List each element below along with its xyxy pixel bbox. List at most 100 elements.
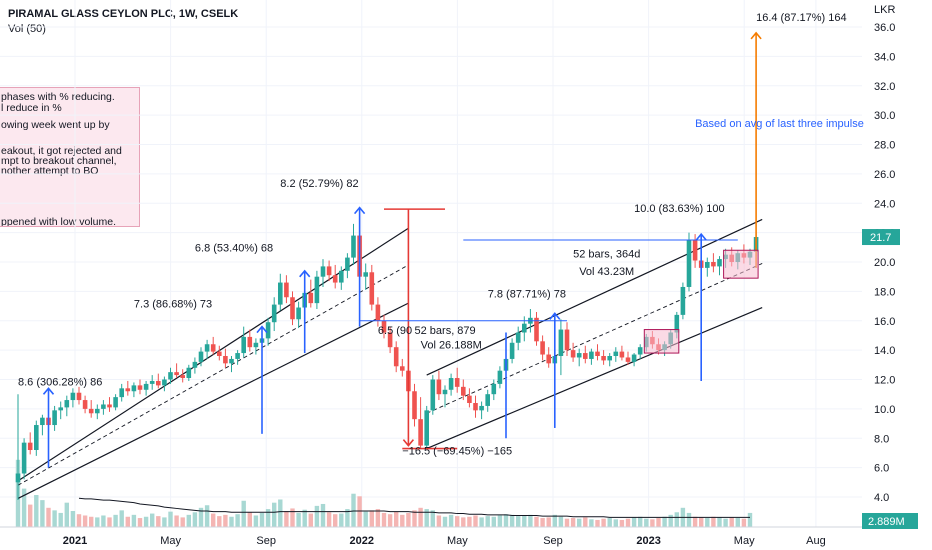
candle-body[interactable]	[192, 361, 198, 368]
candle-body[interactable]	[515, 332, 521, 343]
candle-body[interactable]	[174, 372, 179, 376]
candle-body[interactable]	[143, 383, 149, 390]
candle-body[interactable]	[674, 314, 680, 333]
candle-body[interactable]	[589, 351, 594, 359]
candle-body[interactable]	[198, 351, 204, 362]
channel-line[interactable]	[426, 263, 763, 414]
candle-body[interactable]	[461, 386, 466, 396]
candle-body[interactable]	[607, 356, 612, 361]
candle-body[interactable]	[76, 392, 82, 401]
candle-body[interactable]	[473, 403, 478, 411]
candle-body[interactable]	[570, 350, 576, 358]
candle-body[interactable]	[424, 410, 429, 446]
channel-line[interactable]	[17, 302, 409, 500]
candle-body[interactable]	[442, 389, 448, 395]
candle-body[interactable]	[375, 304, 381, 321]
candle-body[interactable]	[247, 336, 253, 348]
candle-body[interactable]	[210, 344, 216, 352]
candle-body[interactable]	[576, 353, 582, 358]
candle-body[interactable]	[308, 292, 314, 304]
candle-body[interactable]	[686, 239, 692, 287]
candle-body[interactable]	[296, 307, 301, 320]
candle-body[interactable]	[113, 397, 118, 408]
candle-body[interactable]	[326, 266, 332, 276]
candle-body[interactable]	[705, 262, 710, 268]
candle-body[interactable]	[619, 351, 625, 358]
candle-body[interactable]	[625, 357, 631, 362]
candle-body[interactable]	[290, 297, 295, 320]
candle-body[interactable]	[631, 354, 637, 362]
candle-body[interactable]	[637, 347, 643, 355]
candle-body[interactable]	[271, 304, 277, 323]
candle-body[interactable]	[119, 388, 124, 398]
consolidation-box[interactable]	[643, 329, 680, 354]
candle-body[interactable]	[162, 379, 167, 386]
candle-body[interactable]	[204, 344, 210, 352]
candle-body[interactable]	[70, 392, 76, 401]
candle-body[interactable]	[88, 408, 94, 414]
candle-body[interactable]	[491, 383, 497, 395]
candle-body[interactable]	[278, 282, 283, 305]
candle-body[interactable]	[235, 353, 240, 359]
candle-body[interactable]	[332, 275, 338, 283]
candle-body[interactable]	[692, 239, 698, 261]
consolidation-box[interactable]	[723, 249, 759, 279]
candle-body[interactable]	[448, 378, 454, 390]
candle-body[interactable]	[509, 342, 515, 359]
candle-body[interactable]	[534, 317, 539, 342]
candle-body[interactable]	[381, 320, 387, 333]
channel-line[interactable]	[426, 306, 763, 450]
candle-body[interactable]	[253, 342, 259, 348]
candle-body[interactable]	[467, 395, 472, 403]
candle-body[interactable]	[564, 329, 570, 351]
candle-body[interactable]	[613, 351, 619, 356]
candle-body[interactable]	[21, 442, 27, 474]
candle-body[interactable]	[149, 380, 155, 384]
candle-body[interactable]	[711, 262, 716, 267]
candle-body[interactable]	[369, 272, 375, 305]
volume-indicator-label[interactable]: Vol (50)	[8, 23, 46, 35]
candle-body[interactable]	[284, 282, 289, 298]
candle-body[interactable]	[412, 391, 417, 420]
candle-body[interactable]	[229, 358, 234, 364]
candle-body[interactable]	[320, 266, 326, 277]
candle-body[interactable]	[34, 425, 39, 450]
candle-body[interactable]	[595, 351, 600, 356]
candle-body[interactable]	[479, 405, 484, 411]
candle-body[interactable]	[168, 372, 173, 380]
candle-body[interactable]	[717, 259, 722, 267]
candle-body[interactable]	[137, 385, 143, 390]
candle-body[interactable]	[241, 336, 246, 354]
candle-body[interactable]	[125, 388, 131, 392]
candle-body[interactable]	[345, 257, 350, 271]
candle-body[interactable]	[40, 417, 45, 426]
candle-body[interactable]	[430, 379, 436, 411]
candle-body[interactable]	[217, 351, 222, 356]
candle-body[interactable]	[314, 276, 320, 304]
candle-body[interactable]	[436, 379, 442, 395]
candle-body[interactable]	[265, 322, 271, 339]
channel-line[interactable]	[426, 218, 763, 376]
channel-line[interactable]	[17, 264, 409, 486]
candle-body[interactable]	[485, 394, 490, 406]
candle-body[interactable]	[400, 366, 405, 371]
candle-body[interactable]	[601, 356, 606, 361]
candle-body[interactable]	[363, 272, 368, 277]
candle-body[interactable]	[540, 341, 545, 355]
candle-body[interactable]	[82, 400, 88, 409]
candle-body[interactable]	[680, 286, 686, 315]
candle-body[interactable]	[393, 347, 399, 367]
candle-body[interactable]	[52, 410, 57, 426]
candle-body[interactable]	[497, 370, 503, 384]
candle-body[interactable]	[58, 407, 63, 411]
candle-body[interactable]	[131, 385, 137, 392]
candle-body[interactable]	[418, 419, 423, 446]
candle-body[interactable]	[546, 354, 551, 364]
candle-body[interactable]	[101, 404, 106, 409]
candle-body[interactable]	[186, 367, 192, 379]
candle-body[interactable]	[156, 380, 161, 386]
candle-body[interactable]	[558, 329, 564, 356]
candle-body[interactable]	[107, 404, 112, 408]
candle-body[interactable]	[15, 473, 21, 483]
